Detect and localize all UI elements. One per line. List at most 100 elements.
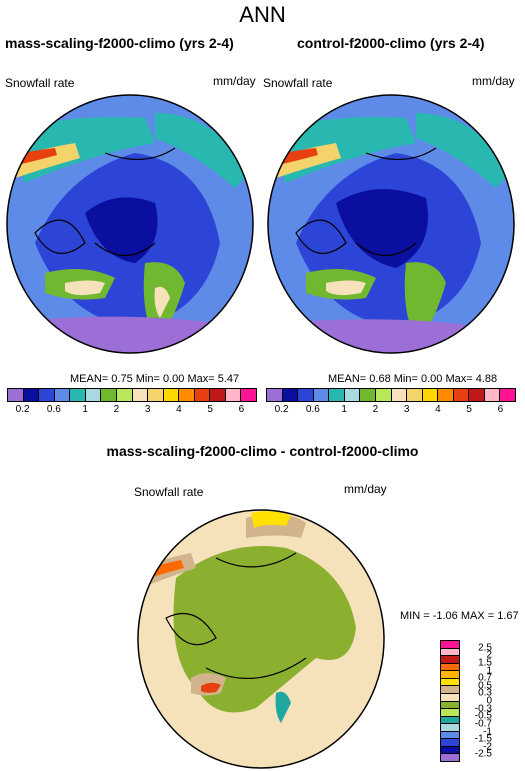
colorbar-swatch	[441, 731, 459, 740]
colorbar-tick-label: 0.6	[305, 404, 320, 415]
colorbar-swatch	[344, 389, 361, 401]
colorbar-tick-label: 6	[238, 404, 245, 415]
colorbar-tick-label: 1.5	[478, 657, 492, 669]
colorbar-tick-label: 6	[497, 404, 504, 415]
colorbar-swatch	[225, 389, 242, 401]
panel1-stats: MEAN= 0.75 Min= 0.00 Max= 5.47	[70, 373, 239, 385]
colorbar-swatch	[23, 389, 40, 401]
panel1-min-label: Min=	[135, 373, 160, 385]
panel1-mean-label: MEAN=	[70, 373, 109, 385]
colorbar-swatch	[441, 716, 459, 725]
colorbar-tick-label: 0.5	[478, 680, 492, 692]
colorbar-swatch	[329, 389, 345, 401]
panel2-max-label: Max=	[445, 373, 473, 385]
colorbar-swatch	[441, 678, 459, 687]
colorbar-tick-label: 3	[403, 404, 410, 415]
colorbar-swatch	[441, 686, 459, 694]
colorbar-tick-label: -2.5	[474, 748, 492, 760]
colorbar-tick-label: -2	[483, 741, 492, 753]
panel2-stats: MEAN= 0.68 Min= 0.00 Max= 4.88	[328, 373, 497, 385]
colorbar-tick-label: 3	[144, 404, 151, 415]
colorbar-tick-label: -1.5	[474, 733, 492, 745]
colorbar-swatch	[241, 389, 256, 401]
colorbar-swatch	[441, 641, 459, 649]
colorbar-swatch	[407, 389, 423, 401]
colorbar-swatch	[101, 389, 117, 401]
colorbar-swatch	[441, 724, 459, 732]
colorbar-tick-label: 0.2	[274, 404, 289, 415]
map-panel1	[6, 94, 254, 354]
colorbar-swatch	[267, 389, 283, 401]
colorbar-swatch	[441, 754, 459, 761]
colorbar-swatch	[39, 389, 55, 401]
colorbar-swatch	[179, 389, 195, 401]
colorbar-swatch	[8, 389, 24, 401]
colorbar-tick-label: 1	[341, 404, 347, 415]
colorbar-swatch	[441, 671, 459, 679]
colorbar-tick-label: 4	[176, 404, 182, 415]
panel2-max-value: 4.88	[475, 373, 498, 385]
colorbar-swatch	[441, 648, 459, 657]
colorbar-swatch	[54, 389, 71, 401]
colorbar-panel1	[7, 388, 257, 402]
colorbar-swatch	[148, 389, 164, 401]
colorbar-swatch	[70, 389, 86, 401]
diff-max-label: MAX =	[460, 610, 495, 622]
panel1-variable: Snowfall rate	[5, 76, 75, 90]
panel2-units: mm/day	[472, 74, 515, 88]
panel1-mean-value: 0.75	[111, 373, 133, 385]
colorbar-swatch	[441, 746, 459, 755]
panel2-min-value: 0.00	[420, 373, 443, 385]
colorbar-tick-label: -0.3	[474, 703, 492, 715]
colorbar-swatch	[453, 389, 470, 401]
colorbar-tick-label: 0.2	[15, 404, 30, 415]
colorbar-swatch	[441, 693, 459, 702]
colorbar-swatch	[360, 389, 376, 401]
diff-min-value: -1.06	[432, 610, 458, 622]
colorbar-tick-label: 2.5	[478, 642, 492, 654]
colorbar-tick-label: 5	[207, 404, 213, 415]
panel2-variable: Snowfall rate	[263, 76, 333, 90]
colorbar-tick-label: 1	[82, 404, 88, 415]
diff-heading: mass-scaling-f2000-climo - control-f2000…	[106, 443, 419, 459]
colorbar-swatch	[441, 701, 459, 710]
panel1-max-label: Max=	[187, 373, 215, 385]
colorbar-swatch	[500, 389, 515, 401]
colorbar-swatch	[484, 389, 501, 401]
colorbar-tick-label: 0.7	[478, 672, 492, 684]
colorbar-swatch	[132, 389, 149, 401]
map-panel2	[267, 94, 515, 354]
panel2-heading: control-f2000-climo (yrs 2-4)	[297, 35, 485, 51]
colorbar-swatch	[375, 389, 392, 401]
colorbar-difference	[440, 640, 460, 762]
colorbar-panel2	[266, 388, 516, 402]
colorbar-tick-label: 4	[435, 404, 441, 415]
diff-min-label: MIN =	[400, 610, 430, 622]
colorbar-swatch	[441, 663, 459, 672]
colorbar-swatch	[422, 389, 439, 401]
colorbar-swatch	[210, 389, 226, 401]
colorbar-swatch	[391, 389, 408, 401]
colorbar-swatch	[194, 389, 211, 401]
colorbar-tick-label: 0.3	[478, 687, 492, 699]
colorbar-swatch	[441, 656, 459, 664]
panel1-units: mm/day	[213, 74, 256, 88]
colorbar-swatch	[313, 389, 330, 401]
colorbar-tick-label: -1	[483, 726, 492, 737]
diff-units: mm/day	[344, 482, 387, 496]
colorbar-panel1-ticks: 0.2 0.6 1 2 3 4 5 6	[7, 404, 257, 418]
colorbar-swatch	[282, 389, 299, 401]
colorbar-tick-label: 2	[486, 649, 492, 661]
panel1-max-value: 5.47	[217, 373, 240, 385]
colorbar-swatch	[469, 389, 485, 401]
colorbar-tick-label: -0.7	[474, 718, 492, 730]
colorbar-tick-label: 5	[466, 404, 472, 415]
colorbar-tick-label: 2	[113, 404, 120, 415]
diff-max-value: 1.67	[497, 610, 519, 622]
colorbar-swatch	[441, 709, 459, 717]
panel2-min-label: Min=	[393, 373, 418, 385]
colorbar-swatch	[438, 389, 454, 401]
diff-stats: MIN = -1.06 MAX = 1.67	[400, 610, 519, 622]
map-difference	[137, 509, 385, 769]
diff-variable: Snowfall rate	[134, 485, 204, 499]
